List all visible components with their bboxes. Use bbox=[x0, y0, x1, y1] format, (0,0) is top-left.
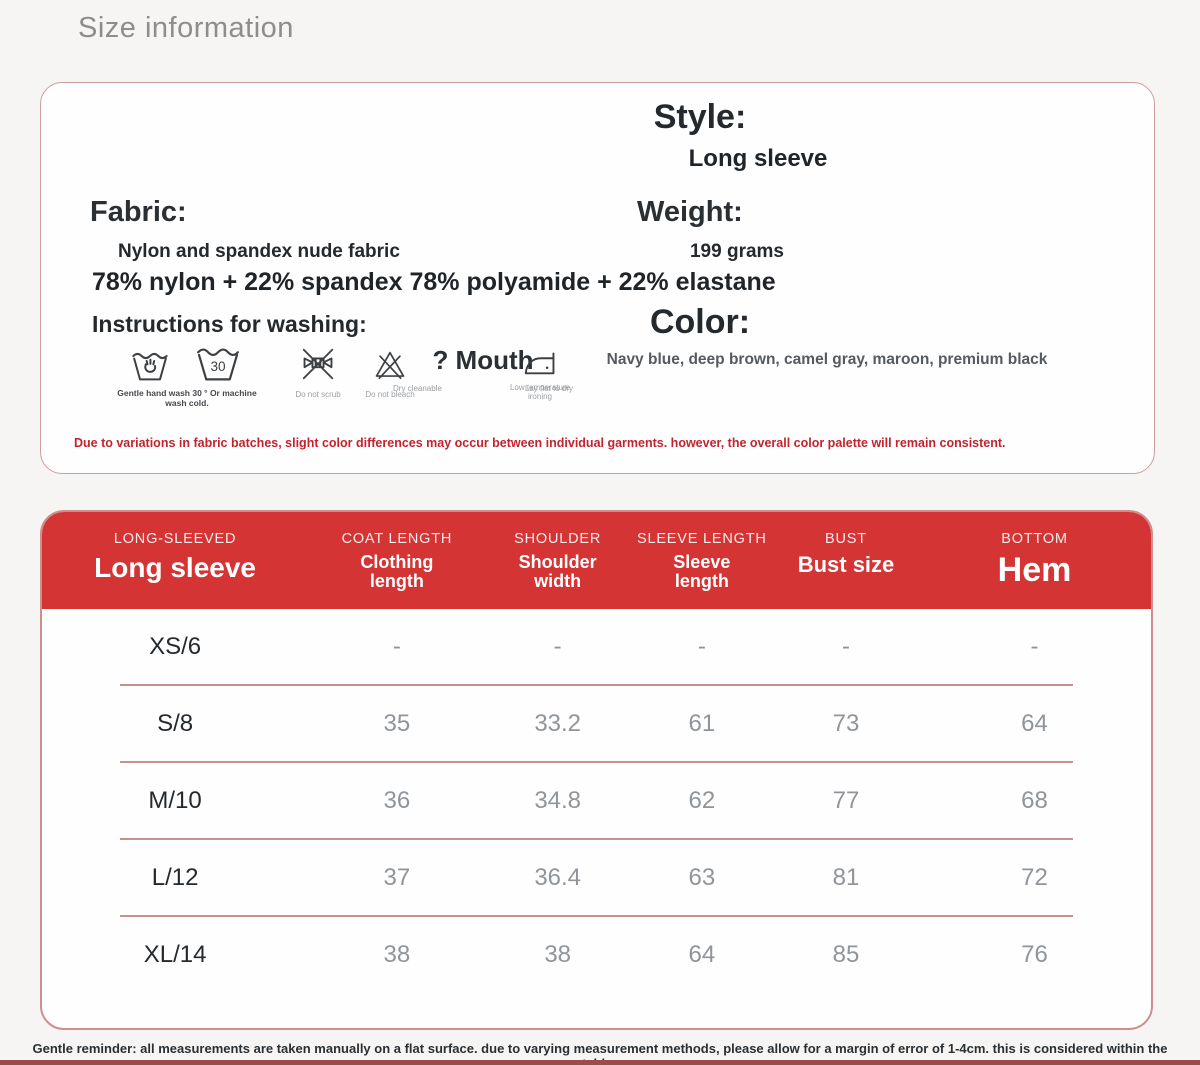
row-divider bbox=[120, 838, 1073, 840]
hand-wash-icon bbox=[130, 349, 170, 383]
value-cell: 33.2 bbox=[534, 709, 582, 737]
style-heading: Style: bbox=[653, 98, 747, 136]
value-cell: 37 bbox=[383, 863, 411, 891]
row-divider bbox=[120, 684, 1073, 686]
value-cell: 76 bbox=[1021, 940, 1048, 968]
size-cell: L/12 bbox=[151, 863, 199, 891]
washing-heading: Instructions for washing: bbox=[92, 311, 367, 337]
handwash-group: 30 Gentle hand wash 30 ° Or machine wash… bbox=[112, 345, 262, 409]
column-header-long-sleeve: LONG-SLEEVED Long sleeve bbox=[94, 530, 256, 583]
value-cell: 64 bbox=[688, 940, 716, 968]
value-cell: 72 bbox=[1021, 863, 1048, 891]
do-not-bleach-icon bbox=[373, 347, 407, 381]
value-cell: 38 bbox=[383, 940, 411, 968]
table-row-s: S/8 35 33.2 61 73 64 bbox=[42, 686, 1151, 761]
value-cell: 64 bbox=[1021, 709, 1048, 737]
value-cell: 36 bbox=[383, 786, 411, 814]
value-cell: - bbox=[553, 632, 562, 660]
bottom-accent-bar bbox=[0, 1060, 1200, 1065]
product-info-card: Style: Long sleeve Fabric: Nylon and spa… bbox=[40, 82, 1155, 474]
iron-caption: Low temperature ironing bbox=[509, 383, 571, 402]
column-header-shoulder-width: SHOULDER Shoulder width bbox=[514, 530, 602, 591]
value-cell: 73 bbox=[832, 709, 860, 737]
size-cell: S/8 bbox=[157, 709, 194, 737]
value-cell: - bbox=[697, 632, 706, 660]
mouth-text: ? Mouth bbox=[432, 345, 534, 375]
fabric-line-1: Nylon and spandex nude fabric bbox=[118, 241, 400, 262]
size-table: LONG-SLEEVED Long sleeve COAT LENGTH Clo… bbox=[40, 510, 1153, 1030]
do-not-bleach-group: Do not bleach bbox=[353, 347, 427, 399]
lay-flat-caption: Lay flat to dry bbox=[524, 384, 573, 393]
row-divider bbox=[120, 915, 1073, 917]
column-header-clothing-length: COAT LENGTH Clothing length bbox=[341, 530, 453, 591]
table-row-xs: XS/6 - - - - - bbox=[42, 609, 1151, 684]
value-cell: 62 bbox=[688, 786, 716, 814]
do-not-scrub-caption: Do not scrub bbox=[295, 390, 341, 399]
machine-wash-30-icon: 30 bbox=[192, 345, 244, 383]
value-cell: - bbox=[1030, 632, 1039, 660]
value-cell: - bbox=[841, 632, 850, 660]
batch-disclaimer: Due to variations in fabric batches, sli… bbox=[74, 436, 1006, 450]
value-cell: - bbox=[392, 632, 401, 660]
value-cell: 35 bbox=[383, 709, 411, 737]
column-header-sleeve-length: SLEEVE LENGTH Sleeve length bbox=[636, 530, 767, 591]
iron-group: Low temperature ironing bbox=[509, 347, 571, 401]
value-cell: 61 bbox=[688, 709, 716, 737]
fabric-line-2: 78% nylon + 22% spandex 78% polyamide + … bbox=[92, 268, 776, 296]
value-cell: 63 bbox=[688, 863, 716, 891]
table-row-xl: XL/14 38 38 64 85 76 bbox=[42, 917, 1151, 992]
color-heading: Color: bbox=[649, 303, 751, 341]
do-not-scrub-group: Do not scrub bbox=[283, 345, 353, 399]
style-value: Long sleeve bbox=[688, 145, 828, 172]
value-cell: 68 bbox=[1021, 786, 1048, 814]
weight-value: 199 grams bbox=[689, 241, 784, 262]
value-cell: 85 bbox=[832, 940, 860, 968]
handwash-caption: Gentle hand wash 30 ° Or machine wash co… bbox=[117, 388, 257, 408]
color-value: Navy blue, deep brown, camel gray, maroo… bbox=[606, 351, 1048, 368]
row-divider bbox=[120, 761, 1073, 763]
low-temperature-iron-icon bbox=[521, 347, 559, 379]
dry-flat-group: ? Mouth Dry cleanable Lay flat to dry bbox=[393, 345, 573, 393]
value-cell: 36.4 bbox=[534, 863, 582, 891]
do-not-scrub-icon bbox=[299, 345, 337, 383]
column-header-bust-size: BUST Bust size bbox=[797, 530, 895, 577]
table-row-m: M/10 36 34.8 62 77 68 bbox=[42, 763, 1151, 838]
value-cell: 38 bbox=[544, 940, 572, 968]
column-header-hem: BOTTOM Hem bbox=[997, 530, 1072, 589]
size-cell: XL/14 bbox=[143, 940, 207, 968]
size-table-header: LONG-SLEEVED Long sleeve COAT LENGTH Clo… bbox=[42, 512, 1151, 609]
weight-heading: Weight: bbox=[637, 196, 743, 228]
value-cell: 77 bbox=[832, 786, 860, 814]
table-row-l: L/12 37 36.4 63 81 72 bbox=[42, 840, 1151, 915]
value-cell: 34.8 bbox=[534, 786, 582, 814]
page-title: Size information bbox=[78, 12, 294, 44]
dry-cleanable-caption: Dry cleanable bbox=[393, 384, 442, 393]
size-cell: M/10 bbox=[148, 786, 202, 814]
fabric-heading: Fabric: bbox=[90, 196, 187, 228]
size-cell: XS/6 bbox=[149, 632, 202, 660]
do-not-bleach-caption: Do not bleach bbox=[365, 390, 415, 399]
value-cell: 81 bbox=[832, 863, 860, 891]
svg-text:30: 30 bbox=[210, 359, 226, 374]
